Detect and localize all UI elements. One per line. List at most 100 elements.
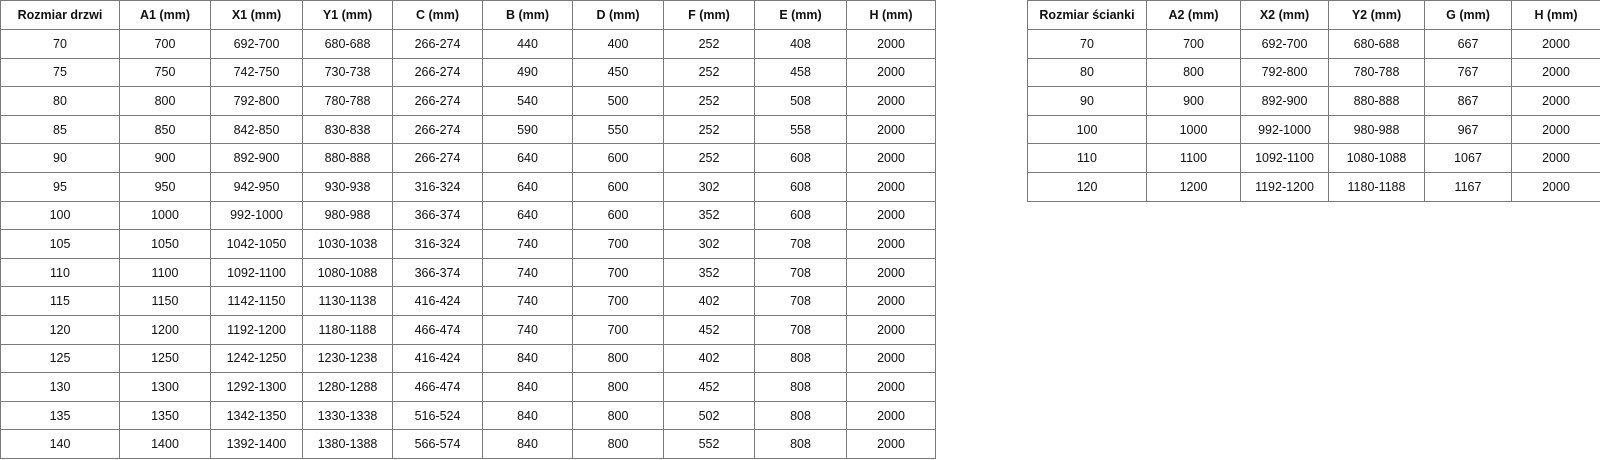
table-cell: 1080-1088 [302,257,393,288]
table-cell: 900 [1146,86,1241,116]
table-cell: 700 [572,314,664,345]
table-cell: 900 [119,143,211,173]
column-header: D (mm) [572,0,664,30]
header-row: Rozmiar ścianki A2 (mm) X2 (mm) Y2 (mm) G (m… [1027,0,1600,30]
table-cell: 930-938 [302,171,393,202]
table-cell: 402 [663,343,755,374]
table-cell: 508 [754,86,847,116]
table-cell: 1000 [119,200,211,231]
table-cell: 942-950 [210,171,303,202]
column-header: Rozmiar drzwi [0,0,120,30]
table-cell: 830-838 [302,114,393,145]
table-cell: 800 [119,86,211,116]
table-cell: 366-374 [392,257,483,288]
table-cell: 1092-1100 [1240,143,1329,173]
table-cell: 490 [482,57,573,88]
table-cell: 452 [663,372,755,402]
table-cell: 1200 [1146,171,1241,202]
table-cell: 90 [1027,86,1147,116]
table-cell: 640 [482,143,573,173]
table-cell: 1180-1188 [1328,171,1425,202]
table-cell: 266-274 [392,57,483,88]
table-cell: 452 [663,314,755,345]
table-cell: 590 [482,114,573,145]
table-cell: 100 [1027,114,1147,145]
table-cell: 1192-1200 [1240,171,1329,202]
table-cell: 740 [482,314,573,345]
table-cell: 466-474 [392,372,483,402]
table-cell: 540 [482,86,573,116]
table-cell: 840 [482,372,573,402]
column-header: B (mm) [482,0,573,30]
table-cell: 352 [663,257,755,288]
table-row: 130 1300 1292-1300 1280-1288 466-474 840 800 45… [0,372,936,402]
table-cell: 458 [754,57,847,88]
table-cell: 840 [482,343,573,374]
table-cell: 1380-1388 [302,429,393,459]
table-cell: 840 [482,400,573,431]
table-cell: 867 [1424,86,1512,116]
table-cell: 600 [572,200,664,231]
table-cell: 2000 [846,86,936,116]
table-cell: 552 [663,429,755,459]
table-cell: 708 [754,229,847,259]
column-header: G (mm) [1424,0,1512,30]
table-cell: 980-988 [302,200,393,231]
table-cell: 2000 [846,343,936,374]
table-cell: 750 [119,57,211,88]
column-header: A1 (mm) [119,0,211,30]
table-cell: 1080-1088 [1328,143,1425,173]
table-cell: 1180-1188 [302,314,393,345]
table-cell: 1167 [1424,171,1512,202]
table-cell: 1100 [119,257,211,288]
table-cell: 85 [0,114,120,145]
column-header: Rozmiar ścianki [1027,0,1147,30]
table-cell: 120 [0,314,120,345]
table-cell: 110 [1027,143,1147,173]
table-cell: 366-374 [392,200,483,231]
table-cell: 1000 [1146,114,1241,145]
door-dimensions-table: Rozmiar drzwi A1 (mm) X1 (mm) Y1 (mm) C (mm)… [0,0,936,459]
table-row: 80 800 792-800 780-788 266-274 540 500 252 508 20… [0,86,936,116]
table-cell: 2000 [846,57,936,88]
table-cell: 708 [754,314,847,345]
table-cell: 252 [663,114,755,145]
table-cell: 266-274 [392,29,483,59]
table-cell: 880-888 [1328,86,1425,116]
column-header: H (mm) [846,0,936,30]
table-cell: 840 [482,429,573,459]
table-cell: 516-524 [392,400,483,431]
table-cell: 608 [754,143,847,173]
table-cell: 1067 [1424,143,1512,173]
table-cell: 992-1000 [1240,114,1329,145]
table-cell: 740 [482,286,573,316]
table-row: 85 850 842-850 830-838 266-274 590 550 252 558 20… [0,114,936,145]
table-cell: 740 [482,257,573,288]
table-cell: 2000 [846,257,936,288]
table-cell: 2000 [1511,29,1600,59]
table-cell: 800 [572,343,664,374]
table-cell: 90 [0,143,120,173]
table-row: 100 1000 992-1000 980-988 366-374 640 600 352 60… [0,200,936,231]
table-cell: 740 [482,229,573,259]
table-cell: 402 [663,286,755,316]
table-row: 70 700 692-700 680-688 667 2000 [1027,29,1600,59]
table-cell: 880-888 [302,143,393,173]
table-row: 115 1150 1142-1150 1130-1138 416-424 740 700 40… [0,286,936,316]
table-row: 95 950 942-950 930-938 316-324 640 600 302 608 20… [0,171,936,202]
table-cell: 400 [572,29,664,59]
table-cell: 302 [663,171,755,202]
table-row: 90 900 892-900 880-888 867 2000 [1027,86,1600,116]
table-cell: 1200 [119,314,211,345]
column-header: E (mm) [754,0,847,30]
table-cell: 316-324 [392,229,483,259]
column-header: Y1 (mm) [302,0,393,30]
table-cell: 992-1000 [210,200,303,231]
table-cell: 600 [572,143,664,173]
table-cell: 1042-1050 [210,229,303,259]
column-header: C (mm) [392,0,483,30]
table-cell: 892-900 [1240,86,1329,116]
table-cell: 500 [572,86,664,116]
table-cell: 2000 [846,29,936,59]
header-row: Rozmiar drzwi A1 (mm) X1 (mm) Y1 (mm) C (mm)… [0,0,936,30]
